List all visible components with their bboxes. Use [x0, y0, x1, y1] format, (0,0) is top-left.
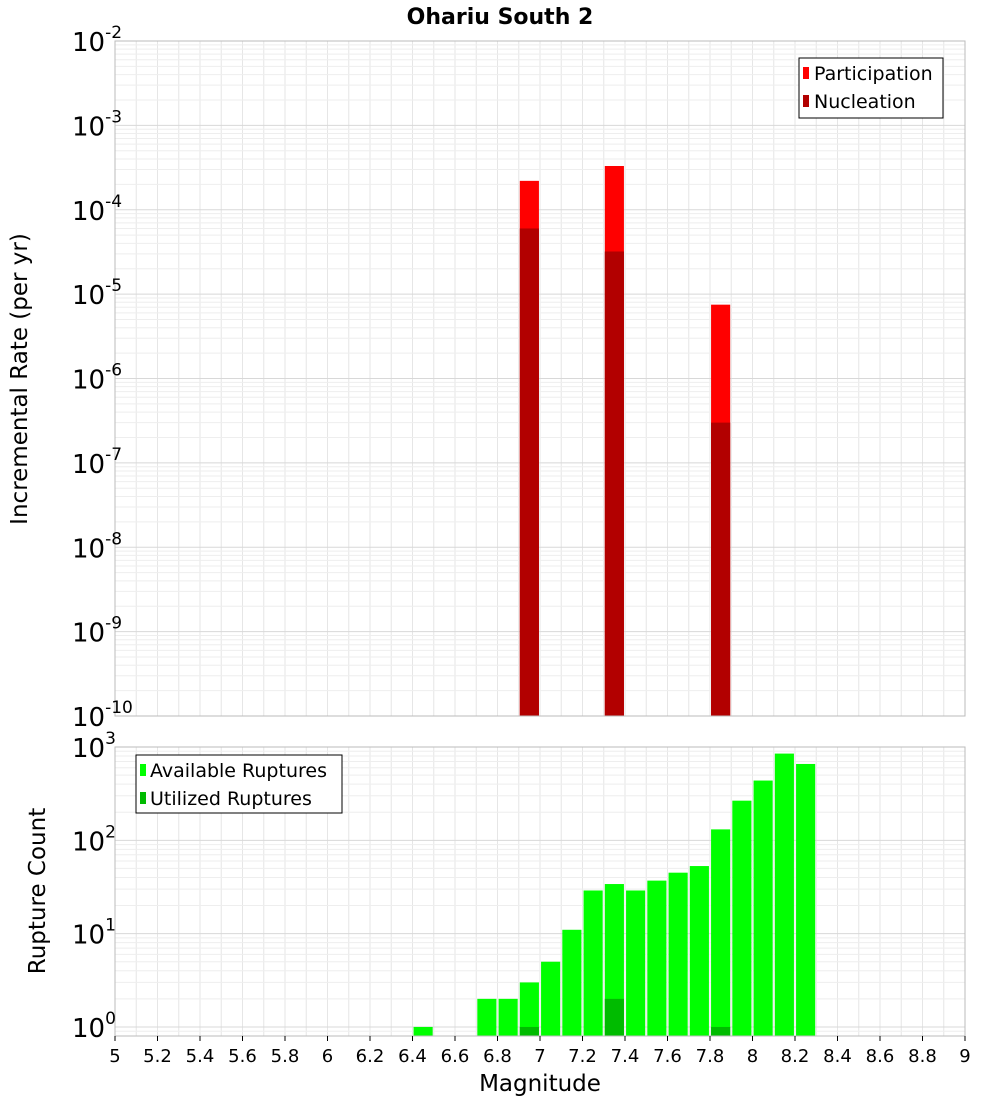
- available-bar: [413, 1026, 433, 1036]
- x-tick-label: 5.6: [228, 1046, 257, 1067]
- rate-y-tick-label: 10-10: [72, 698, 133, 733]
- x-tick-label: 6: [322, 1046, 333, 1067]
- x-tick-label: 5.8: [271, 1046, 300, 1067]
- count-y-tick-label: 101: [72, 916, 116, 951]
- x-tick-label: 8: [747, 1046, 758, 1067]
- available-bar: [774, 753, 794, 1036]
- available-bar: [626, 890, 646, 1036]
- available-bar: [689, 866, 709, 1036]
- x-tick-label: 5: [109, 1046, 120, 1067]
- utilized-bar: [711, 1026, 731, 1036]
- x-tick-label: 6.6: [441, 1046, 470, 1067]
- available-bar: [498, 998, 518, 1036]
- utilized-legend-label: Utilized Ruptures: [150, 788, 312, 810]
- participation-legend-swatch: [803, 67, 809, 79]
- utilized-legend-swatch: [140, 792, 146, 804]
- available-bar: [753, 780, 773, 1036]
- count-legend-box: [135, 754, 343, 814]
- utilized-bar: [604, 998, 624, 1036]
- count-legend: Available Ruptures Utilized Ruptures: [135, 754, 343, 814]
- nucleation-legend-swatch: [803, 95, 809, 107]
- x-tick-label: 5.2: [143, 1046, 172, 1067]
- utilized-bar: [519, 1026, 539, 1036]
- x-tick-label: 7: [534, 1046, 545, 1067]
- x-tick-label: 7.4: [611, 1046, 640, 1067]
- available-legend-swatch: [140, 764, 146, 776]
- rate-legend-box: [798, 57, 944, 119]
- nucleation-legend-label: Nucleation: [814, 91, 916, 113]
- count-y-axis-label: Rupture Count: [25, 808, 51, 974]
- participation-legend-label: Participation: [814, 63, 933, 85]
- available-bar: [583, 890, 603, 1036]
- x-axis-label: Magnitude: [479, 1071, 601, 1097]
- available-bar: [519, 982, 539, 1036]
- rate-legend: Participation Nucleation: [798, 57, 944, 119]
- x-tick-label: 8.6: [866, 1046, 895, 1067]
- x-tick-label: 8.8: [908, 1046, 937, 1067]
- available-bar: [647, 880, 667, 1036]
- count-y-tick-label: 100: [72, 1009, 116, 1044]
- rate-plot-frame: [114, 40, 966, 717]
- count-y-tick-label: 103: [72, 729, 116, 764]
- x-tick-label: 7.2: [568, 1046, 597, 1067]
- x-tick-label: 8.2: [781, 1046, 810, 1067]
- rate-gridlines: [114, 40, 966, 717]
- x-axis-ticks: 5 5.2 5.4 5.6 5.8 6 6.2 6.4 6.6 6.8 7 7.2 7.4 7.6 7.8 8…: [109, 1036, 971, 1067]
- count-bars: [413, 753, 816, 1036]
- nucleation-bar: [711, 422, 731, 716]
- rate-y-tick-label: 10-9: [72, 614, 122, 649]
- rate-bars: [519, 166, 731, 717]
- x-tick-label: 9: [959, 1046, 970, 1067]
- available-bar: [604, 884, 624, 1036]
- available-bar: [732, 800, 752, 1036]
- x-tick-label: 7.6: [653, 1046, 682, 1067]
- x-tick-label: 6.8: [483, 1046, 512, 1067]
- count-y-tick-labels: 100 101 102 103: [72, 729, 116, 1044]
- available-bar: [477, 998, 497, 1036]
- nucleation-bar: [519, 228, 539, 716]
- available-bar: [796, 763, 816, 1036]
- chart-title: Ohariu South 2: [407, 5, 594, 30]
- rate-y-axis-label: Incremental Rate (per yr): [7, 233, 33, 525]
- x-tick-label: 5.4: [186, 1046, 215, 1067]
- available-bar: [711, 829, 731, 1036]
- x-tick-label: 8.4: [823, 1046, 852, 1067]
- available-bar: [562, 929, 582, 1036]
- x-tick-label: 6.2: [356, 1046, 385, 1067]
- x-tick-label: 7.8: [696, 1046, 725, 1067]
- available-legend-label: Available Ruptures: [150, 760, 327, 782]
- available-bar: [668, 872, 688, 1036]
- x-tick-label: 6.4: [398, 1046, 427, 1067]
- available-bar: [541, 961, 561, 1036]
- count-panel: 100 101 102 103 Rupture Count Available Rup…: [25, 729, 971, 1097]
- count-y-tick-label: 102: [72, 822, 116, 857]
- nucleation-bar: [604, 251, 624, 716]
